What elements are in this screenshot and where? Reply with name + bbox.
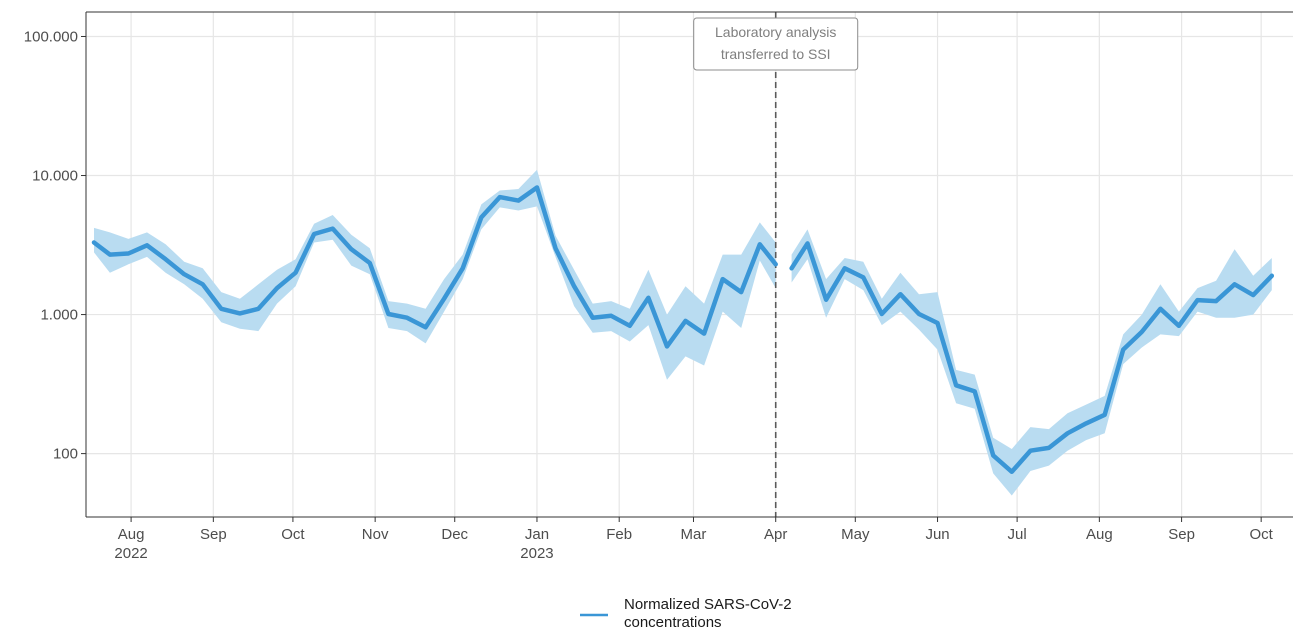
- x-tick-label: Jul: [1008, 526, 1027, 543]
- annotation-text: transferred to SSI: [721, 46, 831, 62]
- x-tick-label: May: [841, 526, 870, 543]
- x-tick-label: Aug: [1086, 526, 1113, 543]
- series-line: [91, 185, 778, 349]
- axes-layer: 100 1.000 10.000 100.000 Aug 2022 Sep Oct Nov Dec…: [24, 11, 1293, 562]
- x-tick-label: Feb: [606, 526, 632, 543]
- annotation-label-layer: Laboratory analysis transferred to SSI: [693, 17, 859, 71]
- legend-label: concentrations: [624, 614, 722, 631]
- confidence-band: [94, 169, 776, 380]
- x-tick-label: Sep: [200, 526, 227, 543]
- x-tick-label: Apr: [764, 526, 787, 543]
- series-line-layer: [91, 185, 1275, 475]
- series-line: [789, 241, 1275, 475]
- x-tick-label: Mar: [681, 526, 707, 543]
- y-tick-label: 10.000: [32, 168, 78, 185]
- y-tick-label: 100: [53, 446, 78, 463]
- x-tick-label: Oct: [1249, 526, 1273, 543]
- y-tick-label: 1.000: [40, 307, 78, 324]
- legend-label: Normalized SARS-CoV-2: [624, 596, 792, 613]
- x-tick-label: Sep: [1168, 526, 1195, 543]
- annotation-text: Laboratory analysis: [715, 24, 836, 40]
- x-tick-label: Oct: [281, 526, 305, 543]
- x-tick-label: Dec: [441, 526, 468, 543]
- confidence-band-layer: [94, 169, 1272, 496]
- x-tick-label: Jan: [525, 526, 549, 543]
- x-tick-year-label: 2022: [114, 545, 147, 562]
- confidence-band: [791, 229, 1272, 496]
- y-tick-label: 100.000: [24, 28, 78, 45]
- x-tick-year-label: 2023: [520, 545, 553, 562]
- x-tick-label: Jun: [925, 526, 949, 543]
- grid-layer: [86, 12, 1293, 517]
- x-tick-label: Aug: [118, 526, 145, 543]
- annotation-box: [693, 17, 859, 71]
- x-tick-label: Nov: [362, 526, 389, 543]
